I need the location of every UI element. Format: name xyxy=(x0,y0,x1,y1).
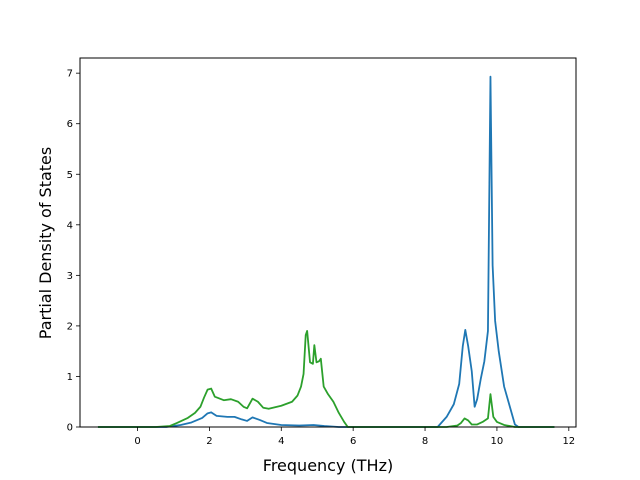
y-tick-label: 7 xyxy=(67,69,73,80)
x-tick-label: 12 xyxy=(562,436,575,447)
y-tick-label: 4 xyxy=(67,220,73,231)
y-axis-ticks: 0 1 2 3 4 5 6 7 xyxy=(67,69,80,434)
y-tick-label: 3 xyxy=(67,271,73,282)
x-axis-ticks: 0 2 4 6 8 10 12 xyxy=(134,427,575,447)
plot-frame xyxy=(79,57,577,428)
y-tick-label: 5 xyxy=(67,170,73,181)
series-line-2 xyxy=(97,330,555,428)
x-tick-label: 6 xyxy=(350,436,356,447)
x-tick-label: 2 xyxy=(206,436,212,447)
plot-area xyxy=(80,58,576,427)
x-tick-label: 10 xyxy=(491,436,504,447)
x-tick-label: 0 xyxy=(134,436,140,447)
x-tick-label: 4 xyxy=(278,436,284,447)
y-tick-label: 2 xyxy=(67,321,73,332)
y-axis-label: Partial Density of States xyxy=(36,147,55,339)
y-tick-label: 0 xyxy=(67,423,73,434)
x-tick-label: 8 xyxy=(422,436,428,447)
y-tick-label: 6 xyxy=(67,119,73,130)
y-tick-label: 1 xyxy=(67,372,73,383)
x-axis-label: Frequency (THz) xyxy=(263,456,393,475)
